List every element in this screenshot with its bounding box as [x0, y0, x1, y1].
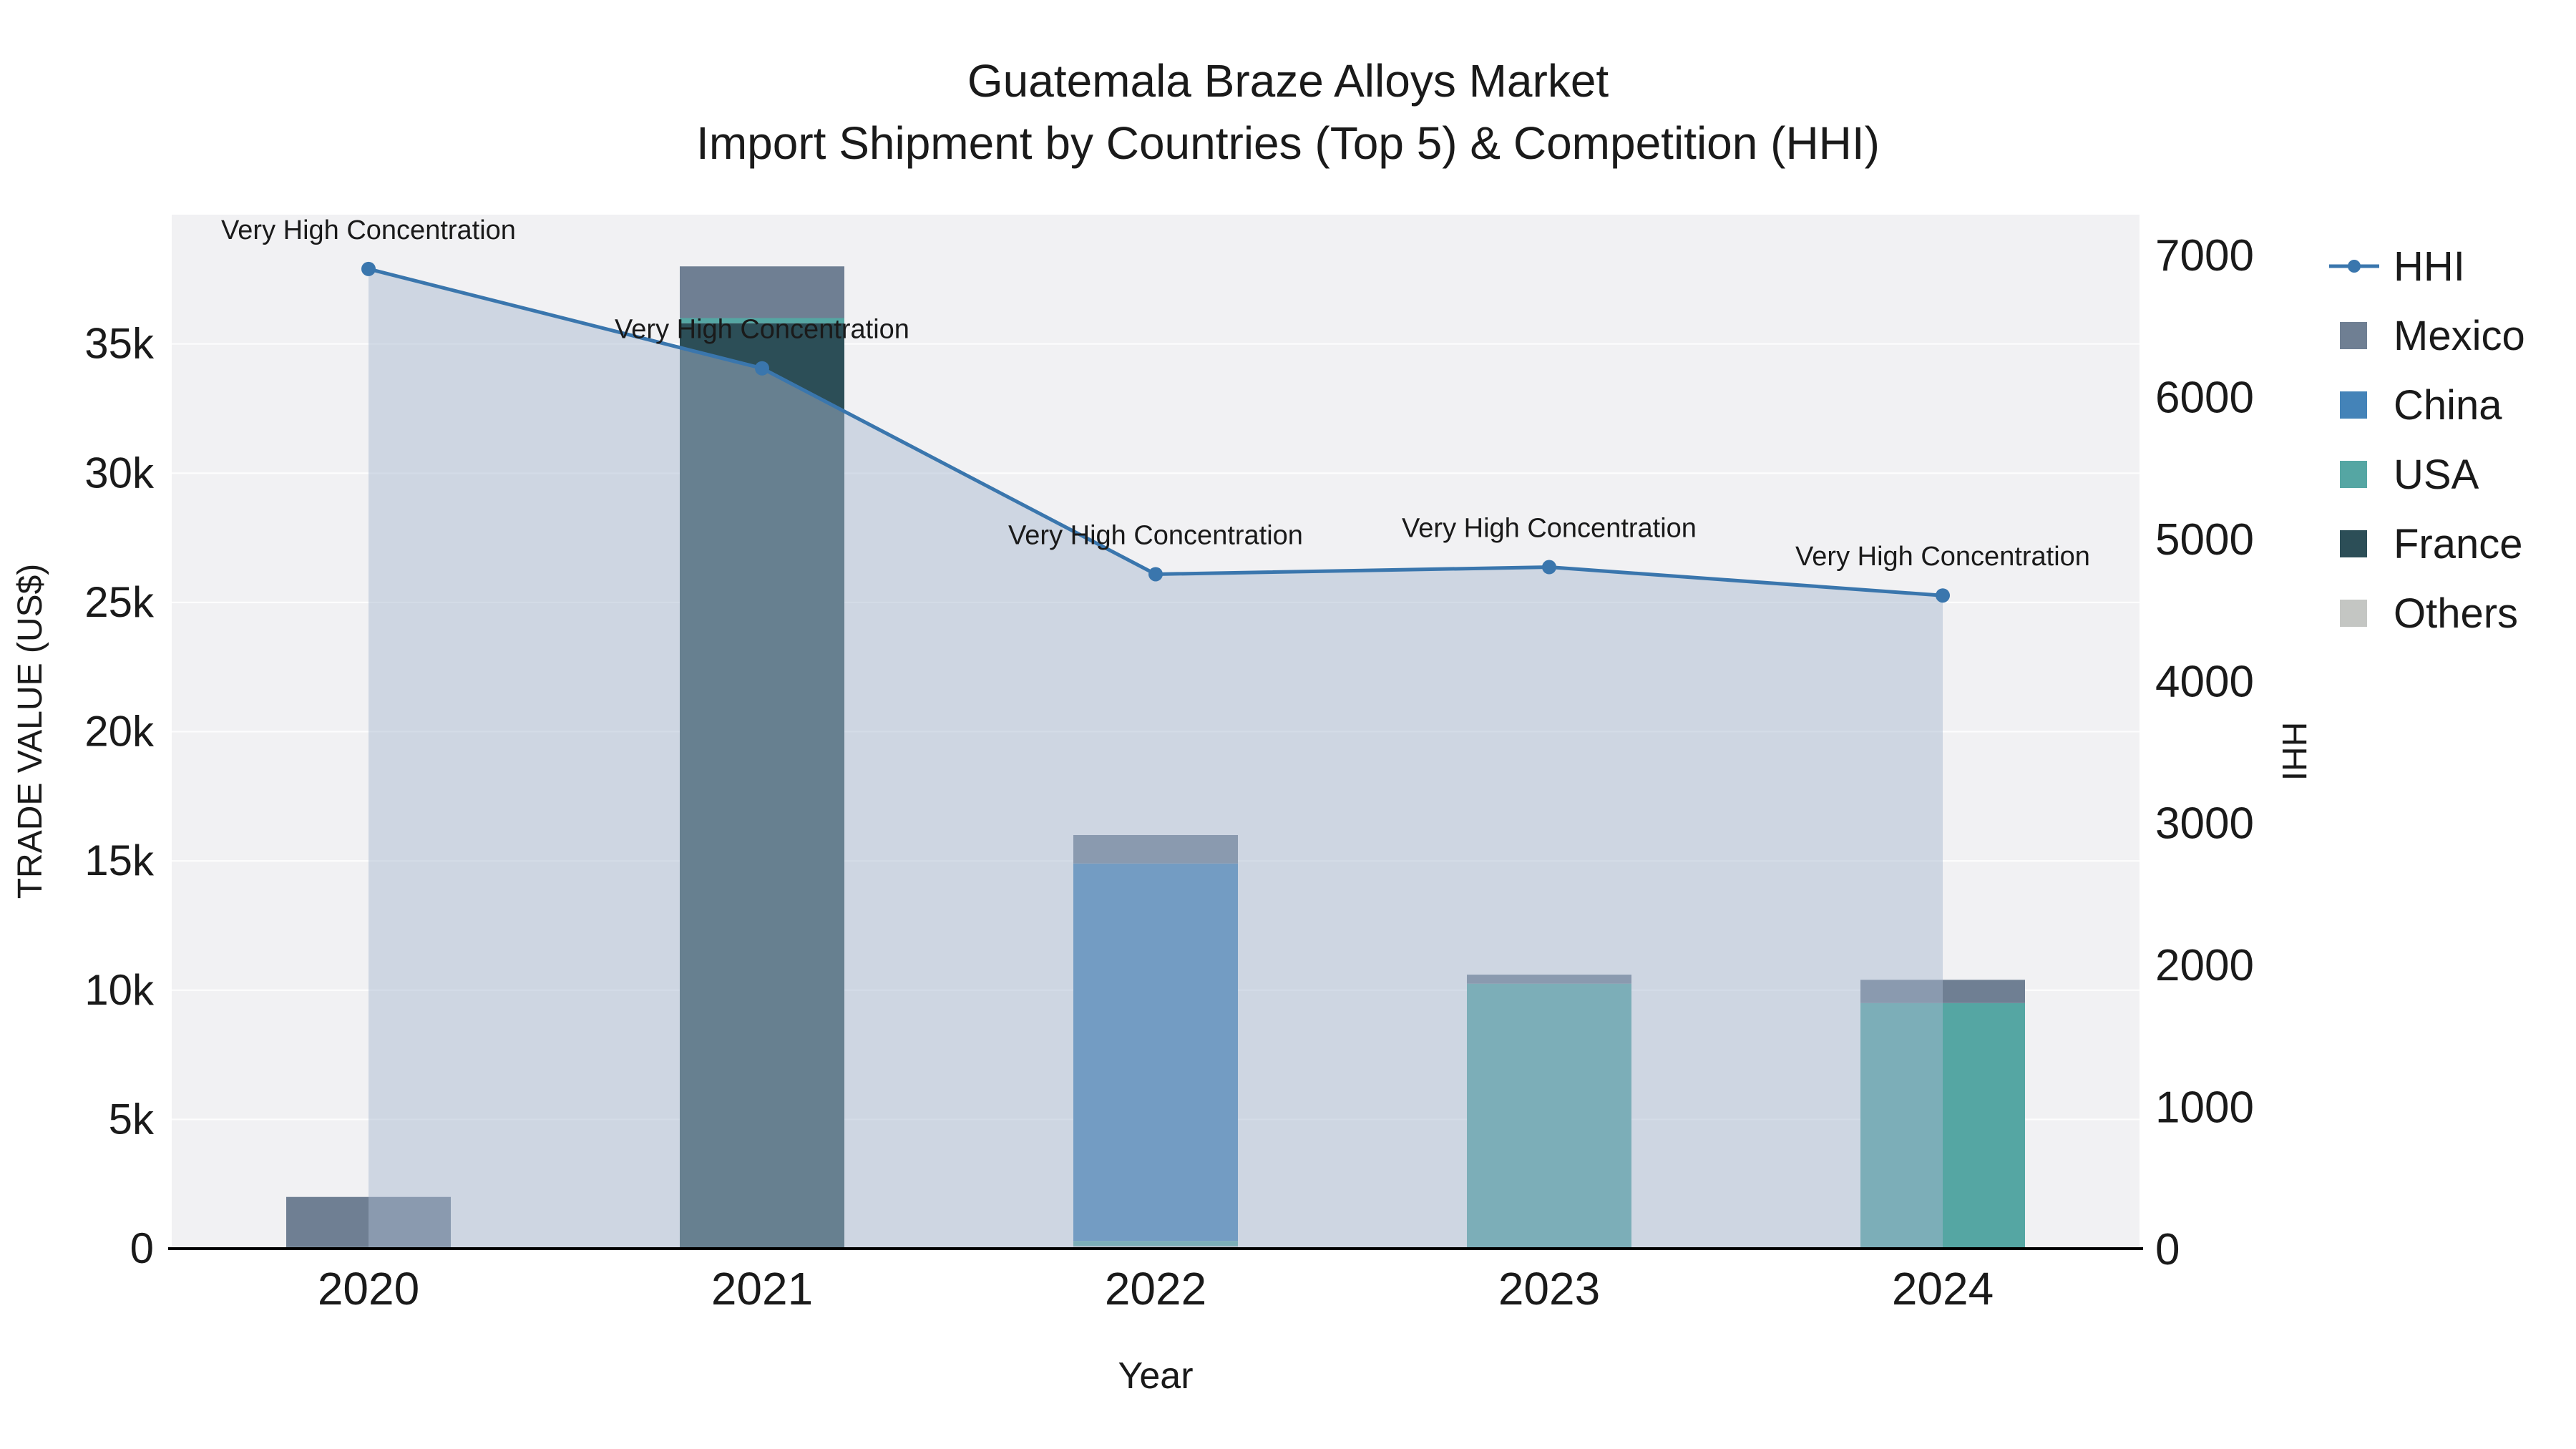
- chart-title-line1: Guatemala Braze Alloys Market: [967, 55, 1609, 107]
- left-tick-label: 10k: [84, 966, 155, 1014]
- right-tick-label: 5000: [2155, 515, 2254, 565]
- legend-label-others: Others: [2394, 590, 2518, 637]
- bar-mexico-2022[interactable]: [1073, 835, 1238, 864]
- bar-france-2021[interactable]: [680, 323, 844, 1249]
- right-tick-label: 2000: [2155, 941, 2254, 990]
- annotation-2023: Very High Concentration: [1402, 514, 1697, 544]
- x-tick-label-2024: 2024: [1892, 1263, 1994, 1314]
- left-tick-label: 35k: [84, 320, 155, 368]
- chart-title-line2: Import Shipment by Countries (Top 5) & C…: [696, 117, 1880, 169]
- legend-item-france[interactable]: France: [2340, 521, 2523, 567]
- hhi-point-2024[interactable]: [1936, 588, 1950, 603]
- left-tick-label: 20k: [84, 708, 155, 756]
- bar-mexico-2020[interactable]: [286, 1196, 451, 1247]
- bar-usa-2024[interactable]: [1860, 1002, 2025, 1249]
- left-axis-title: TRADE VALUE (US$): [11, 564, 49, 899]
- legend-swatch-others: [2340, 600, 2367, 627]
- legend-label-china: China: [2394, 382, 2502, 429]
- legend-item-mexico[interactable]: Mexico: [2340, 313, 2525, 359]
- legend-item-others[interactable]: Others: [2340, 590, 2518, 637]
- x-tick-label-2021: 2021: [711, 1263, 813, 1314]
- legend-marker-hhi: [2348, 260, 2361, 273]
- bar-usa-2021[interactable]: [680, 318, 844, 323]
- left-tick-label: 15k: [84, 836, 155, 884]
- left-tick-label: 0: [130, 1224, 154, 1272]
- legend-swatch-france: [2340, 530, 2367, 557]
- legend-label-hhi: HHI: [2394, 243, 2465, 290]
- bar-mexico-2021[interactable]: [680, 266, 844, 318]
- right-axis-title: HHI: [2275, 722, 2313, 781]
- x-tick-label-2023: 2023: [1498, 1263, 1600, 1314]
- annotation-2022: Very High Concentration: [1008, 520, 1303, 550]
- legend-item-hhi[interactable]: HHI: [2329, 243, 2465, 290]
- hhi-point-2023[interactable]: [1542, 560, 1556, 575]
- legend-item-usa[interactable]: USA: [2340, 452, 2479, 498]
- x-axis-title: Year: [1118, 1355, 1193, 1397]
- x-tick-label-2020: 2020: [318, 1263, 419, 1314]
- legend-item-china[interactable]: China: [2340, 382, 2502, 429]
- annotation-2020: Very High Concentration: [221, 215, 516, 245]
- bar-mexico-2024[interactable]: [1860, 980, 2025, 1003]
- annotation-2024: Very High Concentration: [1795, 542, 2090, 572]
- bar-mexico-2023[interactable]: [1467, 975, 1631, 984]
- legend-swatch-usa: [2340, 461, 2367, 488]
- legend-label-mexico: Mexico: [2394, 313, 2525, 359]
- left-tick-label: 5k: [109, 1095, 155, 1143]
- left-tick-label: 30k: [84, 449, 155, 497]
- right-tick-label: 0: [2155, 1225, 2180, 1274]
- right-tick-label: 4000: [2155, 657, 2254, 706]
- right-tick-label: 1000: [2155, 1083, 2254, 1133]
- bar-china-2022[interactable]: [1073, 863, 1238, 1241]
- hhi-area-fill: [369, 268, 1943, 1249]
- hhi-point-2021[interactable]: [755, 361, 769, 376]
- right-tick-label: 6000: [2155, 373, 2254, 422]
- x-tick-label-2022: 2022: [1105, 1263, 1206, 1314]
- legend-swatch-china: [2340, 391, 2367, 419]
- left-tick-label: 25k: [84, 578, 155, 626]
- right-tick-label: 7000: [2155, 231, 2254, 280]
- hhi-point-2022[interactable]: [1148, 567, 1163, 582]
- bar-usa-2022[interactable]: [1073, 1241, 1238, 1246]
- annotation-2021: Very High Concentration: [615, 315, 909, 345]
- right-tick-label: 3000: [2155, 799, 2254, 849]
- bar-usa-2023[interactable]: [1467, 983, 1631, 1249]
- hhi-point-2020[interactable]: [361, 261, 376, 276]
- legend-label-france: France: [2394, 521, 2523, 567]
- legend-label-usa: USA: [2394, 452, 2479, 498]
- legend-swatch-mexico: [2340, 322, 2367, 349]
